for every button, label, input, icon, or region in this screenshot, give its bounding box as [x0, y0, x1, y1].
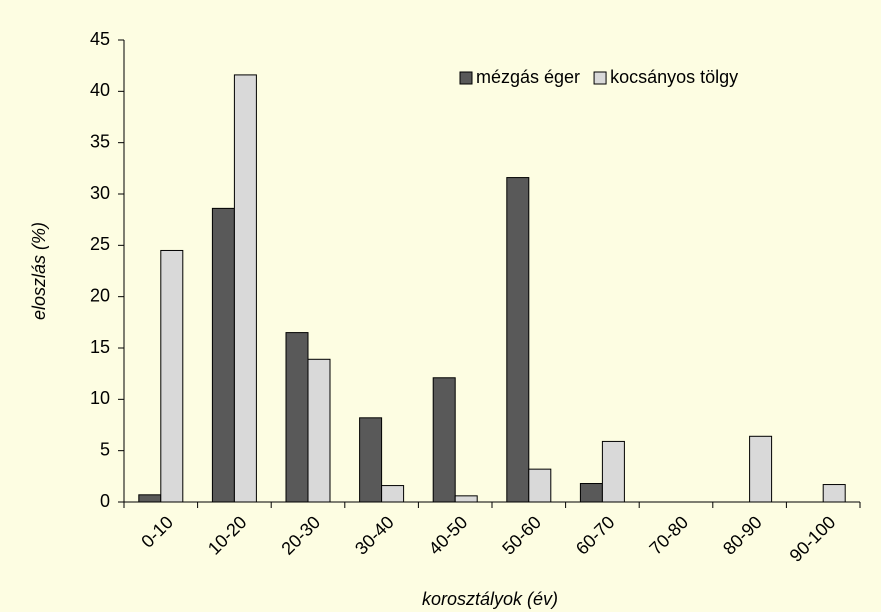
x-tick-label: 80-90: [719, 512, 766, 559]
y-tick-label: 10: [90, 388, 110, 408]
legend-label: mézgás éger: [476, 67, 580, 87]
bar: [381, 485, 405, 503]
y-tick-label: 30: [90, 183, 110, 203]
bar: [138, 494, 162, 503]
bar: [749, 435, 773, 503]
y-tick-label: 25: [90, 234, 110, 254]
y-axis-label: eloszlás (%): [29, 222, 49, 320]
y-tick-label: 20: [90, 285, 110, 305]
x-tick-label: 10-20: [204, 512, 251, 559]
x-tick-label: 30-40: [351, 512, 398, 559]
x-tick-label: 40-50: [425, 512, 472, 559]
bar: [307, 358, 331, 503]
bar: [454, 495, 478, 503]
y-tick-label: 5: [100, 439, 110, 459]
x-tick-label: 20-30: [277, 512, 324, 559]
x-axis-label: korosztályok (év): [422, 589, 558, 609]
bar: [601, 440, 625, 503]
bar: [528, 468, 552, 503]
x-tick-label: 70-80: [645, 512, 692, 559]
bar: [359, 417, 383, 503]
bar: [285, 332, 309, 503]
bar: [160, 249, 184, 503]
x-tick-label: 90-100: [786, 512, 840, 566]
y-tick-label: 35: [90, 131, 110, 151]
bar: [822, 484, 846, 503]
legend-label: kocsányos tölgy: [610, 67, 738, 87]
bar: [432, 377, 456, 503]
x-tick-label: 50-60: [498, 512, 545, 559]
y-tick-label: 15: [90, 337, 110, 357]
y-tick-label: 40: [90, 80, 110, 100]
x-tick-label: 60-70: [572, 512, 619, 559]
x-tick-label: 0-10: [137, 512, 177, 552]
y-tick-label: 0: [100, 491, 110, 511]
bar: [211, 207, 235, 503]
y-tick-label: 45: [90, 29, 110, 49]
bar: [506, 177, 530, 503]
legend-swatch: [459, 71, 473, 85]
bar: [233, 74, 257, 503]
legend-swatch: [593, 71, 607, 85]
bar: [579, 483, 603, 503]
